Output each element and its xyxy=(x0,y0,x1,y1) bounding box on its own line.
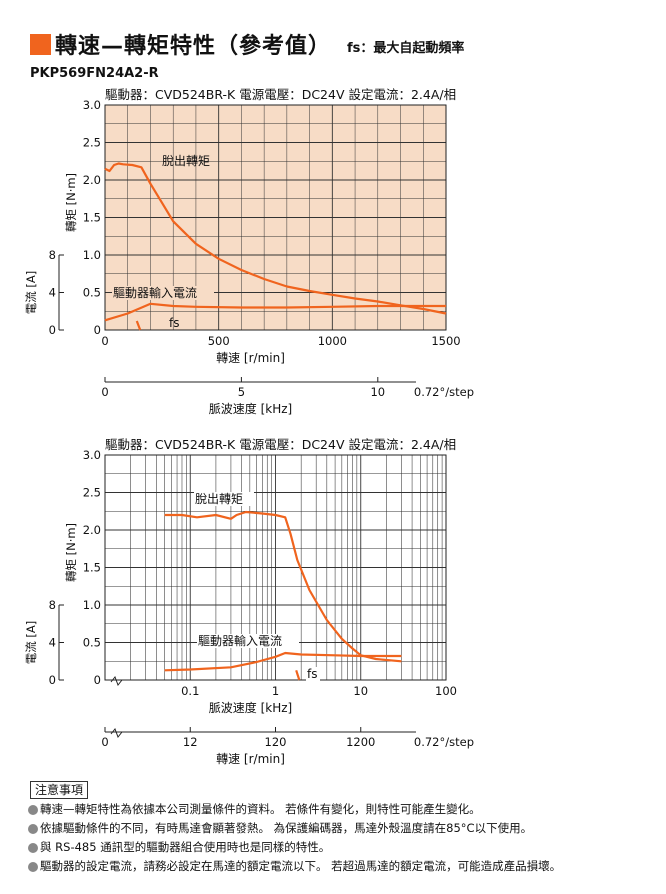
notes-list: 轉速—轉矩特性為依據本公司測量條件的資料。 若條件有變化，則特性可能產生變化。 … xyxy=(28,800,561,876)
conditions-label: 驅動器：CVD524BR-K 電源電壓：DC24V 設定電流：2.4A/相 xyxy=(105,87,456,102)
note-text: 轉速—轉矩特性為依據本公司測量條件的資料。 若條件有變化，則特性可能產生變化。 xyxy=(40,802,481,816)
series-label: 驅動器輸入電流 xyxy=(113,285,197,300)
axis-break-icon xyxy=(110,676,123,686)
series-label-bg xyxy=(112,286,214,300)
note-item: 與 RS-485 通訊型的驅動器組合使用時也是同樣的特性。 xyxy=(28,838,561,857)
series-line-1 xyxy=(164,651,402,672)
series-line-0 xyxy=(104,162,447,315)
secondary-x-axis-label: 轉速 [r/min] xyxy=(216,752,285,766)
series-line-2 xyxy=(135,320,142,331)
y-tick-label: 2.5 xyxy=(83,486,101,500)
series-label: 驅動器輸入電流 xyxy=(198,633,282,648)
series-line-1 xyxy=(104,302,446,322)
series-label-bg xyxy=(194,492,254,506)
current-axis-label: 電流 [A] xyxy=(24,621,38,665)
current-tick-label: 4 xyxy=(49,636,56,650)
secondary-x-tick-label: 10 xyxy=(370,385,385,399)
x-axis-label: 脈波速度 [kHz] xyxy=(209,700,292,715)
y-tick-label: 3.0 xyxy=(83,448,101,462)
current-tick-label: 8 xyxy=(49,598,56,612)
secondary-x-axis-label: 脈波速度 [kHz] xyxy=(209,401,292,416)
series-label-bg xyxy=(306,667,320,681)
title-subtitle: fs：最大自起動頻率 xyxy=(347,40,465,56)
bullet-icon xyxy=(28,861,38,872)
chart-torque-log: 驅動器：CVD524BR-K 電源電壓：DC24V 設定電流：2.4A/相 0 0.… xyxy=(24,437,474,766)
secondary-x-tick-label: 0 xyxy=(101,735,108,749)
x-tick-label: 1500 xyxy=(431,334,460,348)
y-tick-label: 2.0 xyxy=(83,523,101,537)
y-tick-label: 1.5 xyxy=(83,211,101,225)
series-label: fs xyxy=(169,316,179,330)
x-tick-label: 1 xyxy=(272,684,279,698)
x-tick-label: 10 xyxy=(353,684,368,698)
x-tick-label: 1000 xyxy=(318,334,347,348)
current-tick-label: 4 xyxy=(49,286,56,300)
series-label: 脫出轉矩 xyxy=(195,491,243,506)
series-label: 脫出轉矩 xyxy=(162,153,210,168)
bullet-icon xyxy=(28,842,38,853)
secondary-x-tick-label: 1200 xyxy=(346,735,375,749)
step-angle-label: 0.72°/step xyxy=(414,735,474,749)
notes-heading: 注意事項 xyxy=(30,781,89,799)
title-text: 轉速—轉矩特性（參考值） xyxy=(55,34,332,59)
y-tick-label: 0 xyxy=(94,323,101,337)
current-tick-label: 8 xyxy=(49,248,56,262)
note-text: 與 RS-485 通訊型的驅動器組合使用時也是同樣的特性。 xyxy=(40,840,331,854)
current-tick-label: 0 xyxy=(49,673,56,687)
y-axis-label: 轉矩 [N·m] xyxy=(64,173,78,232)
y-tick-label: 1.5 xyxy=(83,561,101,575)
conditions-label: 驅動器：CVD524BR-K 電源電壓：DC24V 設定電流：2.4A/相 xyxy=(105,437,456,452)
model-number: PKP569FN24A2-R xyxy=(30,66,159,81)
x-tick-label: 500 xyxy=(208,334,230,348)
series-label: fs xyxy=(307,667,317,681)
y-tick-label: 0.5 xyxy=(83,636,101,650)
note-text: 驅動器的設定電流，請務必設定在馬達的額定電流以下。 若超過馬達的額定電流，可能造… xyxy=(40,859,562,873)
x-tick-label: 0 xyxy=(101,334,108,348)
bullet-icon xyxy=(28,823,38,834)
y-tick-label: 1.0 xyxy=(83,248,101,262)
series-label-bg xyxy=(197,634,299,648)
bullet-icon xyxy=(28,804,38,815)
secondary-x-tick-label: 0 xyxy=(101,385,108,399)
y-tick-label: 3.0 xyxy=(83,98,101,112)
note-text: 依據驅動條件的不同，有時馬達會顯著發熱。 為保護編碼器，馬達外殼溫度請在85°C… xyxy=(40,821,533,835)
note-item: 驅動器的設定電流，請務必設定在馬達的額定電流以下。 若超過馬達的額定電流，可能造… xyxy=(28,857,561,876)
series-line-2 xyxy=(295,669,301,681)
x-tick-label: 100 xyxy=(435,684,457,698)
x-axis-label: 轉速 [r/min] xyxy=(216,351,285,365)
y-tick-label: 1.0 xyxy=(83,598,101,612)
series-line-0 xyxy=(164,510,402,663)
step-angle-label: 0.72°/step xyxy=(414,385,474,399)
title-accent-square xyxy=(30,33,51,55)
plot-frame xyxy=(104,454,447,681)
note-item: 依據驅動條件的不同，有時馬達會顯著發熱。 為保護編碼器，馬達外殼溫度請在85°C… xyxy=(28,819,561,838)
y-tick-label: 2.0 xyxy=(83,173,101,187)
secondary-axis-break-icon xyxy=(110,728,123,738)
y-axis-label: 轉矩 [N·m] xyxy=(64,523,78,582)
chart-torque-linear: 驅動器：CVD524BR-K 電源電壓：DC24V 設定電流：2.4A/相 0 0.… xyxy=(24,87,474,416)
plot-frame xyxy=(104,104,447,331)
current-axis-label: 電流 [A] xyxy=(24,271,38,315)
secondary-x-tick-label: 120 xyxy=(265,735,287,749)
note-item: 轉速—轉矩特性為依據本公司測量條件的資料。 若條件有變化，則特性可能產生變化。 xyxy=(28,800,561,819)
page-title: 轉速—轉矩特性（參考值） fs：最大自起動頻率 xyxy=(30,30,465,59)
current-tick-label: 0 xyxy=(49,323,56,337)
secondary-x-tick-label: 12 xyxy=(183,735,198,749)
x-tick-label: 0.1 xyxy=(181,684,199,698)
y-tick-label: 0 xyxy=(94,673,101,687)
secondary-x-tick-label: 5 xyxy=(238,385,245,399)
y-tick-label: 0.5 xyxy=(83,286,101,300)
y-tick-label: 2.5 xyxy=(83,136,101,150)
